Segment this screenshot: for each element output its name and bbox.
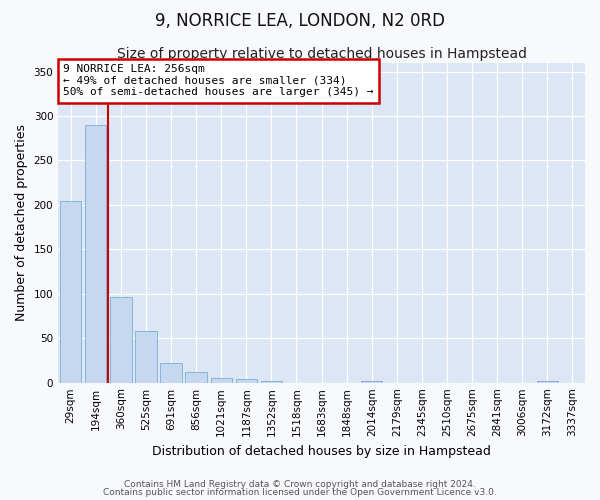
Text: Contains HM Land Registry data © Crown copyright and database right 2024.: Contains HM Land Registry data © Crown c… <box>124 480 476 489</box>
Bar <box>185 372 207 382</box>
Bar <box>136 331 157 382</box>
Bar <box>110 298 131 382</box>
Y-axis label: Number of detached properties: Number of detached properties <box>15 124 28 321</box>
Bar <box>236 379 257 382</box>
Bar <box>537 381 558 382</box>
Text: 9, NORRICE LEA, LONDON, N2 0RD: 9, NORRICE LEA, LONDON, N2 0RD <box>155 12 445 30</box>
X-axis label: Distribution of detached houses by size in Hampstead: Distribution of detached houses by size … <box>152 444 491 458</box>
Bar <box>361 381 382 382</box>
Text: 9 NORRICE LEA: 256sqm
← 49% of detached houses are smaller (334)
50% of semi-det: 9 NORRICE LEA: 256sqm ← 49% of detached … <box>64 64 374 98</box>
Bar <box>60 202 82 382</box>
Bar <box>85 125 106 382</box>
Bar <box>160 363 182 382</box>
Text: Contains public sector information licensed under the Open Government Licence v3: Contains public sector information licen… <box>103 488 497 497</box>
Bar <box>261 381 282 382</box>
Title: Size of property relative to detached houses in Hampstead: Size of property relative to detached ho… <box>116 48 527 62</box>
Bar <box>211 378 232 382</box>
